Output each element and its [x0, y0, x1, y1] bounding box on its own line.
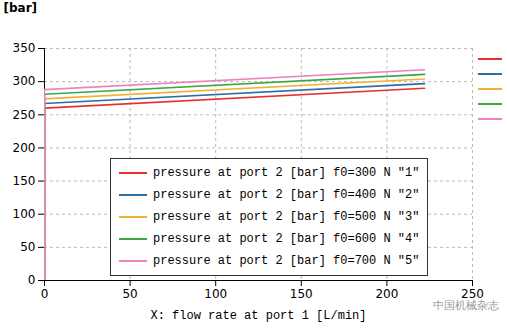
svg-text:[bar]: [bar]	[4, 1, 38, 15]
html-text:pressure at port 2 [bar] f0=50: pressure at port 2 [bar] f0=500 N "3"	[153, 210, 420, 224]
svg-text:250: 250	[461, 287, 484, 301]
svg-text:250: 250	[13, 108, 36, 122]
html-text:pressure at port 2 [bar] f0=60: pressure at port 2 [bar] f0=600 N "4"	[153, 232, 420, 246]
svg-text:X: flow rate at port 1 [L/min]: X: flow rate at port 1 [L/min]	[150, 309, 366, 323]
svg-text:50: 50	[122, 287, 137, 301]
html-text:pressure at port 2 [bar] f0=30: pressure at port 2 [bar] f0=300 N "1"	[153, 166, 420, 180]
html-text:pressure at port 2 [bar] f0=70: pressure at port 2 [bar] f0=700 N "5"	[153, 254, 420, 268]
svg-text:350: 350	[13, 41, 36, 55]
svg-text:150: 150	[13, 174, 36, 188]
svg-text:150: 150	[290, 287, 313, 301]
svg-text:0: 0	[41, 287, 49, 301]
svg-text:100: 100	[204, 287, 227, 301]
svg-text:200: 200	[375, 287, 398, 301]
svg-text:200: 200	[13, 141, 36, 155]
html-text:中国机械杂志: 中国机械杂志	[433, 299, 499, 312]
svg-text:300: 300	[13, 74, 36, 88]
svg-text:0: 0	[28, 273, 36, 287]
html-text:pressure at port 2 [bar] f0=40: pressure at port 2 [bar] f0=400 N "2"	[153, 188, 420, 202]
svg-text:50: 50	[20, 240, 35, 254]
svg-text:100: 100	[13, 207, 36, 221]
